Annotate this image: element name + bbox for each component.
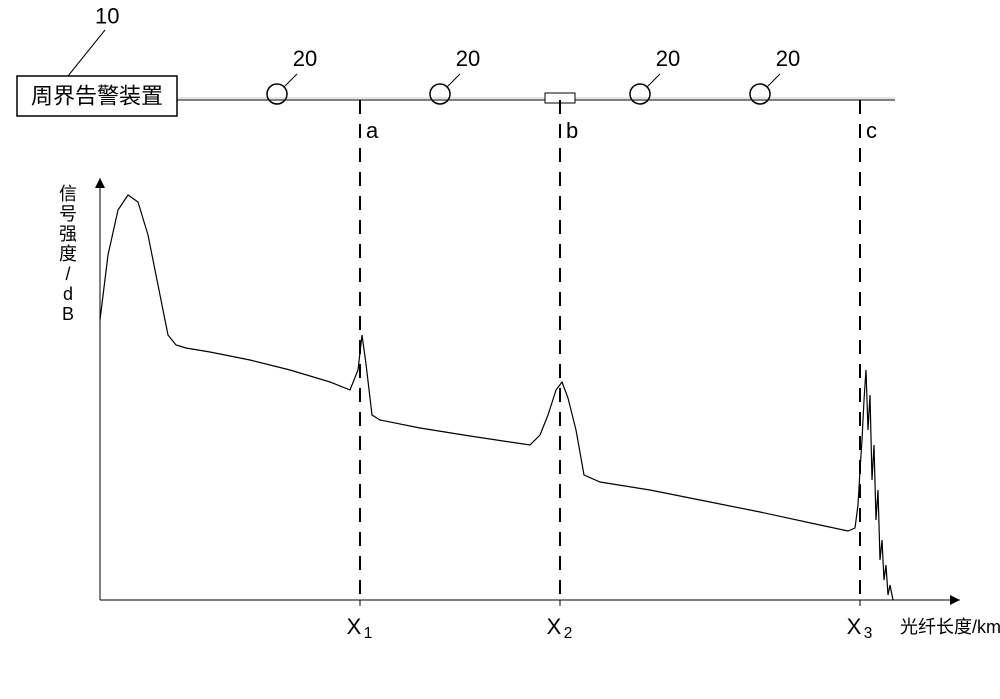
svg-text:1: 1 [364,625,373,642]
alarm-device-label: 周界告警装置 [31,84,163,109]
callout-main-label: 10 [95,4,119,29]
x-tick-label: X2 [547,614,573,642]
x-tick-label: X3 [847,614,873,642]
x-tick-label: X1 [347,614,373,642]
svg-text:3: 3 [864,625,873,642]
y-axis-label-char: 信 [59,184,77,204]
y-axis-label-char: 度 [59,244,77,264]
fiber-node-label: 20 [656,46,680,71]
fiber-node-leader [767,74,780,87]
reference-letter: c [866,118,877,143]
fiber-node-label: 20 [776,46,800,71]
fiber-node-leader [447,74,460,87]
y-axis-label-char: 强 [59,224,77,244]
y-axis-label-char: B [62,304,74,324]
y-axis-label-char: / [65,264,70,284]
fiber-node-leader [647,74,660,87]
fiber-node-label: 20 [293,46,317,71]
fiber-node-label: 20 [456,46,480,71]
svg-text:X: X [847,614,862,639]
callout-leader [68,30,105,76]
x-axis-label: 光纤长度/km [900,617,1000,637]
signal-curve [100,195,893,600]
diagram-container: 周界告警装置1020202020abc信号强度/dB光纤长度/kmX1X2X3 [0,0,1000,699]
y-axis-label-char: 号 [59,204,77,224]
diagram-svg: 周界告警装置1020202020abc信号强度/dB光纤长度/kmX1X2X3 [0,0,1000,699]
reference-letter: b [566,118,578,143]
y-axis-label-char: d [63,284,73,304]
reference-letter: a [366,118,379,143]
svg-text:2: 2 [564,625,573,642]
svg-text:X: X [347,614,362,639]
svg-text:X: X [547,614,562,639]
fiber-node-leader [284,74,297,87]
